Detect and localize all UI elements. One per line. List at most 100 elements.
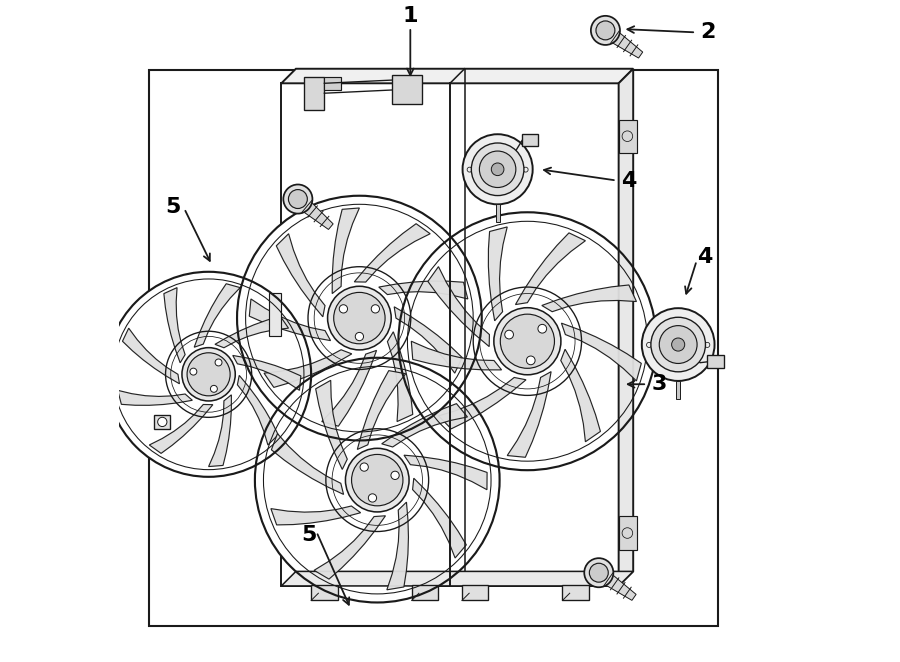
Polygon shape	[264, 350, 352, 387]
Text: 3: 3	[652, 374, 667, 395]
Bar	[676, 381, 680, 399]
Polygon shape	[382, 404, 467, 447]
Text: 2: 2	[700, 23, 716, 42]
Polygon shape	[249, 299, 330, 341]
Bar	[522, 134, 538, 146]
Polygon shape	[387, 332, 413, 422]
Circle shape	[660, 326, 698, 363]
Text: 5: 5	[301, 525, 317, 545]
Circle shape	[651, 317, 706, 372]
Bar	[311, 585, 338, 600]
Polygon shape	[314, 516, 385, 579]
Polygon shape	[357, 371, 406, 449]
Circle shape	[182, 348, 235, 401]
Polygon shape	[276, 234, 325, 317]
Polygon shape	[209, 395, 231, 467]
Circle shape	[590, 563, 608, 582]
Circle shape	[472, 143, 524, 195]
Polygon shape	[394, 307, 463, 373]
Circle shape	[596, 21, 615, 40]
Polygon shape	[282, 69, 634, 83]
Polygon shape	[379, 281, 468, 299]
Circle shape	[328, 286, 392, 350]
Polygon shape	[282, 571, 634, 586]
Polygon shape	[332, 208, 359, 294]
Polygon shape	[164, 287, 185, 363]
Circle shape	[215, 359, 222, 366]
Circle shape	[371, 305, 380, 313]
Polygon shape	[293, 193, 333, 230]
Polygon shape	[321, 350, 376, 426]
Bar	[649, 340, 707, 349]
Polygon shape	[561, 350, 600, 442]
Circle shape	[480, 151, 516, 187]
Circle shape	[211, 385, 218, 393]
Circle shape	[399, 213, 656, 470]
Circle shape	[584, 558, 614, 587]
Circle shape	[591, 16, 620, 45]
Polygon shape	[489, 227, 508, 321]
Bar	[521, 165, 531, 175]
Circle shape	[352, 454, 403, 506]
Circle shape	[500, 314, 554, 368]
Polygon shape	[355, 224, 430, 282]
Polygon shape	[595, 567, 636, 600]
Circle shape	[505, 330, 514, 339]
Circle shape	[463, 134, 533, 205]
Circle shape	[360, 463, 368, 471]
Circle shape	[671, 338, 685, 351]
Bar	[304, 77, 324, 110]
Polygon shape	[562, 323, 642, 381]
Polygon shape	[272, 434, 344, 495]
Text: 4: 4	[697, 247, 712, 267]
FancyBboxPatch shape	[392, 75, 421, 105]
Bar	[618, 120, 636, 153]
Bar	[496, 205, 500, 222]
Polygon shape	[387, 502, 409, 590]
Circle shape	[526, 356, 536, 365]
Circle shape	[368, 494, 376, 502]
Text: 4: 4	[621, 171, 636, 191]
Bar	[644, 340, 654, 350]
Polygon shape	[149, 404, 213, 453]
Polygon shape	[215, 316, 289, 348]
Bar	[155, 414, 170, 429]
Circle shape	[356, 332, 364, 341]
Circle shape	[494, 308, 561, 375]
Polygon shape	[411, 341, 501, 370]
Polygon shape	[233, 355, 301, 391]
Bar	[269, 293, 282, 336]
Circle shape	[339, 305, 347, 313]
Circle shape	[334, 293, 385, 344]
Polygon shape	[118, 391, 193, 405]
Polygon shape	[412, 478, 466, 558]
Circle shape	[187, 353, 230, 396]
Bar	[282, 83, 618, 586]
Bar	[324, 77, 341, 90]
Circle shape	[346, 448, 410, 512]
Circle shape	[538, 324, 546, 333]
Circle shape	[642, 308, 715, 381]
Bar	[562, 585, 589, 600]
Circle shape	[106, 272, 311, 477]
Bar	[149, 70, 718, 626]
Polygon shape	[122, 328, 179, 384]
Polygon shape	[404, 455, 487, 490]
Bar	[470, 165, 526, 173]
Polygon shape	[238, 375, 278, 445]
Polygon shape	[438, 377, 526, 429]
Circle shape	[288, 189, 307, 209]
Circle shape	[190, 368, 197, 375]
Polygon shape	[508, 371, 551, 457]
Bar	[464, 165, 474, 175]
Polygon shape	[428, 267, 490, 347]
Circle shape	[391, 471, 400, 479]
Text: 5: 5	[165, 197, 180, 217]
Polygon shape	[601, 24, 643, 58]
Polygon shape	[271, 506, 361, 525]
Bar	[707, 355, 724, 368]
Polygon shape	[542, 285, 636, 312]
Circle shape	[237, 196, 482, 440]
Bar	[411, 585, 438, 600]
Circle shape	[158, 417, 166, 426]
